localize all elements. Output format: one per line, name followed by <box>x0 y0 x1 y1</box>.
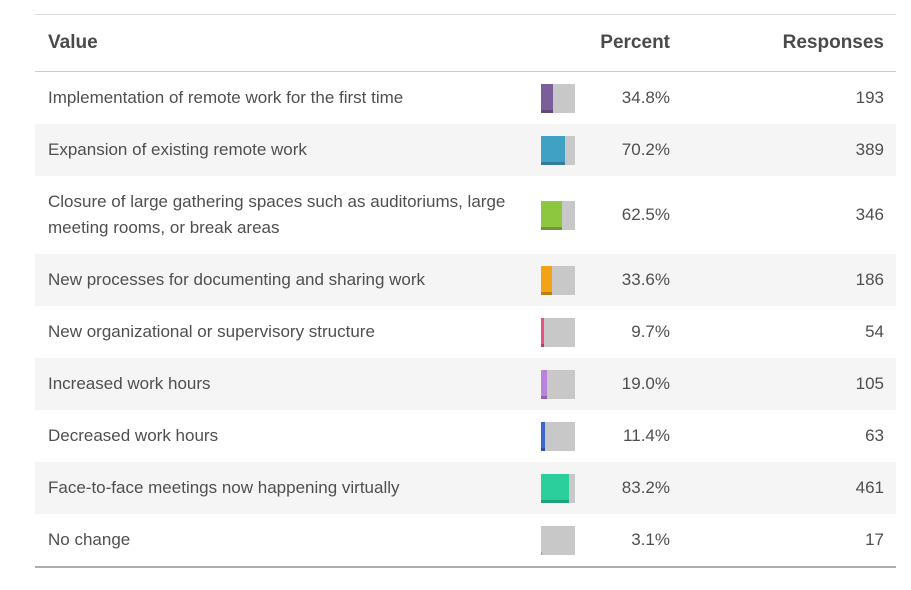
row-responses: 346 <box>855 205 884 224</box>
table-row: Expansion of existing remote work 70.2% … <box>35 124 896 176</box>
percent-bar-fill <box>541 135 565 165</box>
row-label: Decreased work hours <box>48 426 219 445</box>
percent-bar-fill <box>541 200 563 230</box>
row-percent: 83.2% <box>621 478 670 497</box>
row-label: No change <box>48 530 131 549</box>
table-row: Increased work hours 19.0% 105 <box>35 358 896 410</box>
row-responses: 193 <box>855 88 884 107</box>
row-percent: 33.6% <box>621 270 670 289</box>
row-responses: 461 <box>855 478 884 497</box>
percent-bar-fill <box>541 317 545 347</box>
table-row: Decreased work hours 11.4% 63 <box>35 410 896 462</box>
percent-bar-fill <box>541 265 553 295</box>
row-responses: 63 <box>865 426 884 445</box>
percent-bar-track <box>541 200 575 230</box>
percent-bar-track <box>541 369 575 399</box>
table-header-row: Value Percent Responses <box>35 15 896 72</box>
survey-results-table: Value Percent Responses Implementation o… <box>35 14 896 568</box>
row-percent: 19.0% <box>621 374 670 393</box>
percent-bar-fill <box>541 83 553 113</box>
table-row: Closure of large gathering spaces such a… <box>35 176 896 254</box>
table-row: Face-to-face meetings now happening virt… <box>35 462 896 514</box>
row-responses: 17 <box>865 530 884 549</box>
row-percent: 34.8% <box>621 88 670 107</box>
row-responses: 186 <box>855 270 884 289</box>
table-row: New processes for documenting and sharin… <box>35 254 896 306</box>
percent-bar-track <box>541 135 575 165</box>
percent-bar-fill <box>541 421 545 451</box>
table-row: No change 3.1% 17 <box>35 514 896 566</box>
percent-bar-track <box>541 473 575 503</box>
row-percent: 11.4% <box>623 426 670 445</box>
percent-bar-fill <box>541 369 548 399</box>
row-percent: 62.5% <box>621 205 670 224</box>
percent-bar-fill <box>541 525 543 555</box>
row-percent: 70.2% <box>621 140 670 159</box>
row-label: Closure of large gathering spaces such a… <box>48 192 506 237</box>
row-responses: 54 <box>865 322 884 341</box>
column-header-responses: Responses <box>782 32 884 53</box>
percent-bar-track <box>541 317 575 347</box>
percent-bar-track <box>541 83 575 113</box>
percent-bar-fill <box>541 473 570 503</box>
row-label: Increased work hours <box>48 374 211 393</box>
table-body: Implementation of remote work for the fi… <box>35 72 896 566</box>
row-label: New organizational or supervisory struct… <box>48 322 375 341</box>
row-responses: 105 <box>855 374 884 393</box>
row-label: New processes for documenting and sharin… <box>48 270 426 289</box>
row-percent: 9.7% <box>631 322 670 341</box>
table-row: Implementation of remote work for the fi… <box>35 72 896 124</box>
percent-bar-track <box>541 525 575 555</box>
row-label: Expansion of existing remote work <box>48 140 307 159</box>
row-responses: 389 <box>855 140 884 159</box>
row-label: Implementation of remote work for the fi… <box>48 88 404 107</box>
row-percent: 3.1% <box>631 530 670 549</box>
percent-bar-track <box>541 265 575 295</box>
column-header-percent: Percent <box>600 32 670 53</box>
table-row: New organizational or supervisory struct… <box>35 306 896 358</box>
percent-bar-track <box>541 421 575 451</box>
column-header-value: Value <box>48 32 98 53</box>
row-label: Face-to-face meetings now happening virt… <box>48 478 400 497</box>
